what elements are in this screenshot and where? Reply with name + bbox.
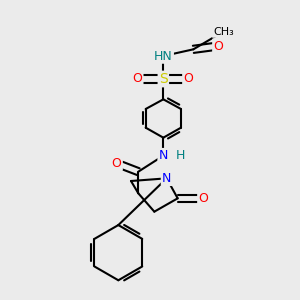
Text: O: O <box>198 192 208 205</box>
Text: O: O <box>213 40 223 52</box>
Text: H: H <box>176 149 185 162</box>
Text: N: N <box>159 149 168 162</box>
Text: O: O <box>183 73 193 85</box>
Text: N: N <box>162 172 171 185</box>
Text: S: S <box>159 72 168 86</box>
Text: HN: HN <box>154 50 173 62</box>
Text: O: O <box>132 73 142 85</box>
Text: CH₃: CH₃ <box>213 27 234 37</box>
Text: O: O <box>112 157 122 170</box>
